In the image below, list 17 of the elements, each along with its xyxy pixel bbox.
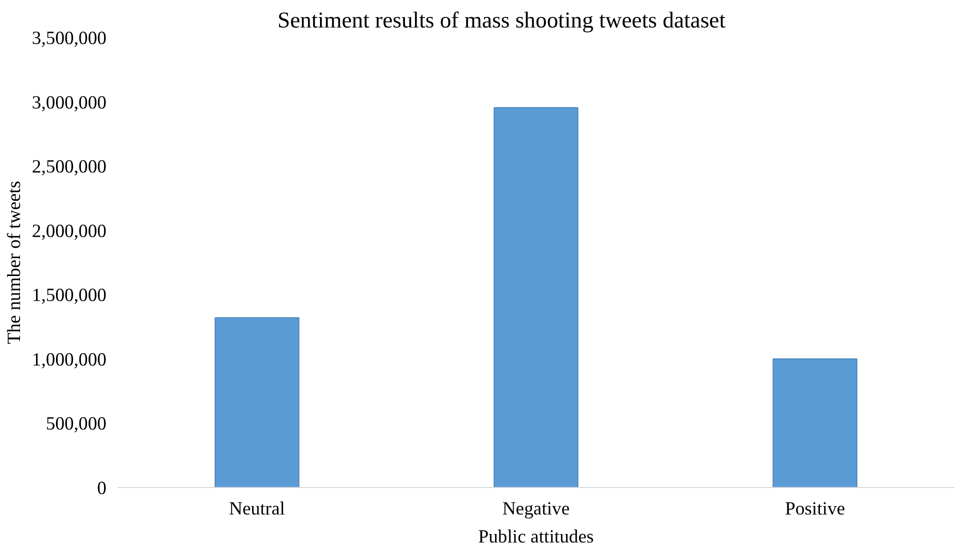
x-tick-label: Neutral (229, 498, 285, 520)
x-tick-label: Negative (502, 498, 570, 520)
chart-title: Sentiment results of mass shooting tweets dataset (278, 8, 726, 32)
y-tick-label: 3,000,000 (32, 92, 106, 114)
y-tick-label: 1,000,000 (32, 349, 106, 370)
y-axis-title: The number of tweets (4, 180, 25, 344)
x-tick-label: Positive (784, 498, 846, 520)
bar (772, 358, 858, 488)
x-axis-title: Public attitudes (478, 526, 594, 548)
bar (494, 107, 578, 488)
y-tick-label: 2,500,000 (32, 156, 106, 178)
bar (214, 317, 300, 488)
y-tick-label: 2,000,000 (32, 220, 106, 242)
y-tick-label: 0 (97, 478, 106, 499)
y-tick-label: 1,500,000 (32, 285, 106, 306)
y-tick-label: 3,500,000 (32, 28, 106, 49)
y-tick-label: 500,000 (46, 414, 107, 435)
